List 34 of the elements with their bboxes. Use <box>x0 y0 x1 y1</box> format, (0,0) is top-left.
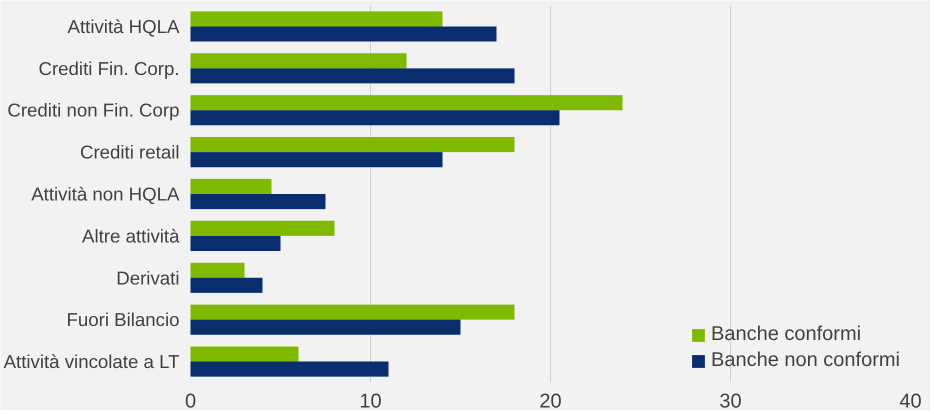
x-tick-label: 10 <box>359 390 382 412</box>
y-tick-label: Altre attività <box>82 225 180 246</box>
bar <box>190 53 406 68</box>
y-tick-label: Crediti Fin. Corp. <box>38 58 180 79</box>
legend-label: Banche non conformi <box>710 349 900 372</box>
legend-label: Banche conformi <box>710 323 862 346</box>
x-tick-label: 40 <box>899 390 922 412</box>
y-tick-label: Crediti retail <box>80 142 180 163</box>
y-tick-label: Fuori Bilancio <box>66 309 180 330</box>
bar <box>190 278 262 293</box>
bar <box>190 68 514 84</box>
bar <box>190 152 442 168</box>
y-tick-label: Attività HQLA <box>68 16 180 37</box>
bar <box>190 320 460 335</box>
bar <box>190 26 496 42</box>
bar <box>190 95 622 110</box>
bar <box>190 346 298 362</box>
y-tick-label: Attività vincolate a LT <box>4 351 180 372</box>
bar <box>190 236 280 251</box>
y-tick-label: Crediti non Fin. Corp <box>7 100 180 121</box>
y-tick-label: Attività non HQLA <box>31 184 180 204</box>
bar <box>190 304 514 320</box>
bar <box>190 110 560 126</box>
bar <box>190 194 326 210</box>
y-tick-label: Derivati <box>116 267 180 288</box>
x-tick-label: 30 <box>719 390 742 412</box>
bar <box>190 220 334 236</box>
bar <box>190 262 244 278</box>
bar <box>190 137 514 152</box>
bar <box>190 11 442 26</box>
x-tick-label: 0 <box>184 390 196 412</box>
x-tick-label: 20 <box>539 390 562 412</box>
bar <box>190 362 388 377</box>
bar <box>190 178 272 194</box>
